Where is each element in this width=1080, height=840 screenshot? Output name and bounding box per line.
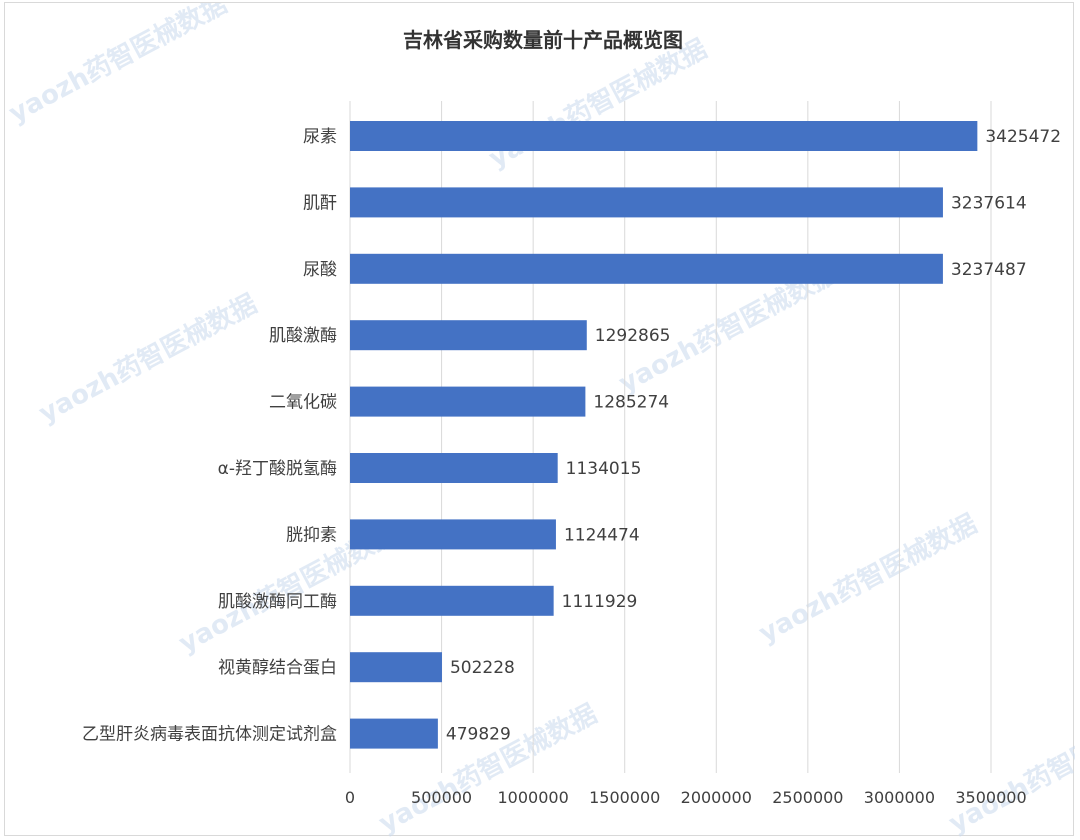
category-label: 二氧化碳 <box>269 393 337 413</box>
bar <box>350 253 943 284</box>
category-label: 肌酐 <box>303 193 337 213</box>
value-label: 1134015 <box>566 459 642 479</box>
value-label: 3237614 <box>951 193 1027 213</box>
value-label: 3237487 <box>951 260 1027 280</box>
watermark-text: yaozh药智医械数据 <box>5 3 232 129</box>
category-label: 视黄醇结合蛋白 <box>218 658 337 678</box>
value-label: 502228 <box>450 658 515 678</box>
value-labels: 3425472 3237614 3237487 1292865 1285274 11340… <box>446 127 1061 745</box>
x-tick-label: 500000 <box>411 788 472 807</box>
x-tick-label: 0 <box>345 788 355 807</box>
category-label: 尿素 <box>303 127 337 147</box>
bar <box>350 652 442 683</box>
watermark-text: yaozh药智医械数据 <box>484 34 712 174</box>
bar <box>350 386 586 417</box>
category-label: 肌酸激酶同工酶 <box>218 592 337 612</box>
x-tick-label: 3000000 <box>864 788 935 807</box>
bar <box>350 187 943 218</box>
value-label: 1124474 <box>564 525 640 545</box>
bars <box>350 121 978 749</box>
category-label: 乙型肝炎病毒表面抗体测定试剂盒 <box>82 725 337 745</box>
bar <box>350 585 554 616</box>
bar <box>350 718 438 749</box>
watermark-text: yaozh药智医械数据 <box>944 699 1075 837</box>
watermark-text: yaozh药智医械数据 <box>754 509 982 649</box>
x-tick-label: 1500000 <box>589 788 660 807</box>
x-tick-label: 2000000 <box>681 788 752 807</box>
watermark-text: yaozh药智医械数据 <box>34 289 262 429</box>
value-label: 1292865 <box>595 326 671 346</box>
value-label: 479829 <box>446 725 511 745</box>
x-tick-label: 2500000 <box>772 788 843 807</box>
bar <box>350 121 978 151</box>
category-label: 肌酸激酶 <box>269 326 337 346</box>
chart-frame: yaozh药智医械数据 yaozh药智医械数据 yaozh药智医械数据 yaozh药智… <box>4 2 1075 837</box>
bar <box>350 453 558 483</box>
bar-chart: yaozh药智医械数据 yaozh药智医械数据 yaozh药智医械数据 yaozh药智… <box>5 3 1075 837</box>
category-label: 尿酸 <box>303 260 337 280</box>
value-label: 1111929 <box>562 592 638 612</box>
x-tick-label: 3500000 <box>955 788 1026 807</box>
bar <box>350 519 556 550</box>
chart-title: 吉林省采购数量前十产品概览图 <box>403 28 683 52</box>
value-label: 3425472 <box>985 127 1061 147</box>
x-axis-ticks: 0 500000 1000000 1500000 2000000 2500000 30000… <box>345 788 1027 807</box>
category-label: α-羟丁酸脱氢酶 <box>218 459 337 479</box>
category-label: 胱抑素 <box>286 525 337 545</box>
bar <box>350 320 587 351</box>
value-label: 1285274 <box>593 393 669 413</box>
x-tick-label: 1000000 <box>498 788 569 807</box>
